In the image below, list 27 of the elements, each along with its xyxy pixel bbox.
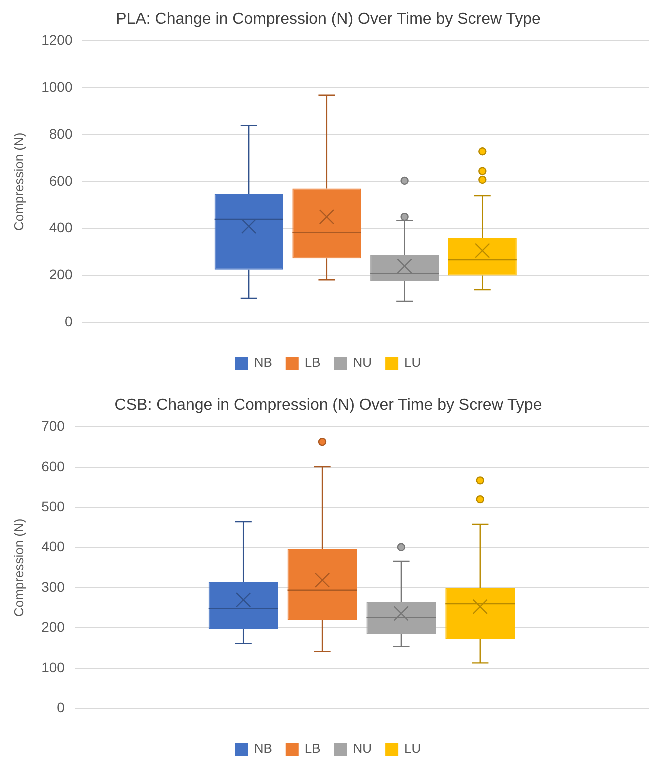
legend-label: LB	[304, 741, 321, 756]
y-tick-label: 1000	[42, 78, 73, 95]
y-tick-label: 600	[42, 458, 66, 474]
legend-label: NU	[353, 741, 372, 756]
y-tick-label: 100	[42, 659, 66, 676]
y-tick-label: 400	[42, 538, 66, 555]
legend-label: NB	[254, 741, 272, 756]
y-tick-label: 200	[42, 619, 66, 636]
legend-label: LU	[404, 741, 422, 756]
y-tick-label: 400	[49, 220, 73, 236]
chart-title: PLA: Change in Compression (N) Over Time by Screw Type	[116, 11, 541, 28]
y-tick-label: 0	[64, 313, 73, 330]
legend-label: LU	[404, 355, 422, 370]
y-tick-label: 500	[42, 498, 66, 514]
y-axis-title: Compression (N)	[11, 518, 26, 618]
chart-title: CSB: Change in Compression (N) Over Time by Screw Type	[114, 397, 542, 414]
y-tick-label: 800	[49, 126, 73, 142]
y-tick-label: 300	[42, 578, 66, 595]
legend-label: NB	[254, 355, 272, 370]
legend-label: NU	[353, 355, 372, 370]
y-tick-label: 200	[49, 266, 73, 283]
y-tick-label: 700	[42, 418, 66, 434]
y-tick-label: 1200	[42, 32, 73, 48]
y-tick-label: 600	[49, 172, 73, 189]
y-axis-title: Compression (N)	[11, 132, 26, 232]
legend-label: LB	[304, 355, 321, 370]
y-tick-label: 0	[57, 699, 66, 716]
